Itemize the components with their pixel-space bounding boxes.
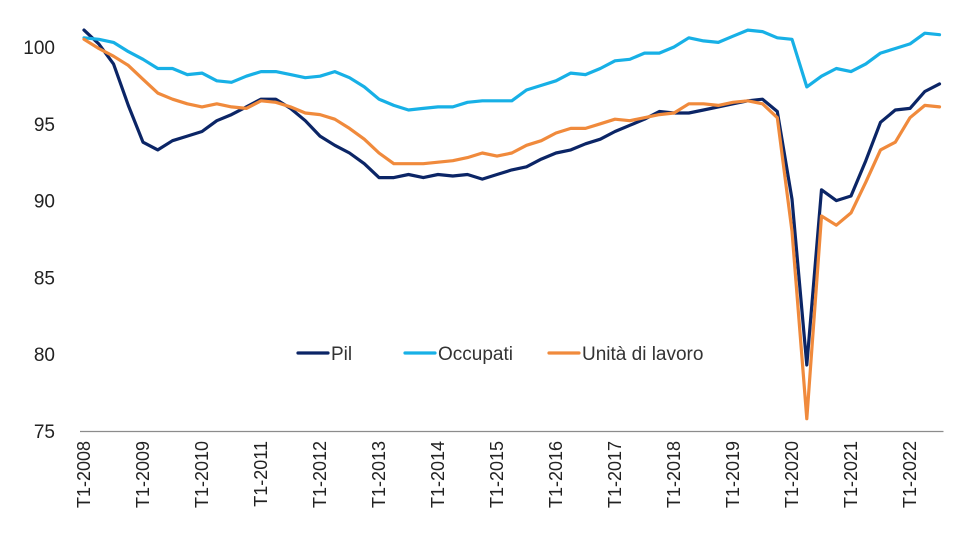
x-tick-label: T1-2021 <box>841 441 861 508</box>
series-lines <box>82 28 942 421</box>
x-tick-label: T1-2009 <box>133 441 153 508</box>
y-tick-label: 75 <box>34 422 55 443</box>
legend-label: Occupati <box>438 344 513 365</box>
x-tick-label: T1-2019 <box>723 441 743 508</box>
y-tick-label: 80 <box>34 345 55 366</box>
legend: Pil Occupati Unità di lavoro <box>296 344 703 365</box>
y-tick-label: 85 <box>34 268 55 289</box>
x-tick-label: T1-2012 <box>310 441 330 508</box>
legend-label: Pil <box>331 344 352 365</box>
x-tick-label: T1-2008 <box>74 441 94 508</box>
x-tick-label: T1-2013 <box>369 441 389 508</box>
x-tick-label: T1-2010 <box>192 441 212 508</box>
series-line-2 <box>82 28 942 112</box>
legend-label: Unità di lavoro <box>582 344 703 365</box>
x-tick-label: T1-2022 <box>900 441 920 508</box>
y-tick-label: 90 <box>34 192 55 213</box>
x-axis-tick-labels: T1-2008 T1-2009 T1-2010 T1-2011 T1-2012 T1-20… <box>74 441 920 508</box>
series-line-1 <box>82 28 942 367</box>
x-tick-label: T1-2017 <box>605 441 625 508</box>
series-line-3 <box>82 37 942 421</box>
x-tick-label: T1-2016 <box>546 441 566 508</box>
y-tick-label: 100 <box>23 38 55 59</box>
x-tick-label: T1-2015 <box>487 441 507 508</box>
y-axis-tick-labels: 75 80 85 90 95 100 <box>23 38 55 443</box>
x-tick-label: T1-2014 <box>428 441 448 508</box>
x-tick-label: T1-2018 <box>664 441 684 508</box>
x-tick-label: T1-2020 <box>782 441 802 508</box>
x-tick-label: T1-2011 <box>251 441 271 507</box>
y-tick-label: 95 <box>34 115 55 136</box>
